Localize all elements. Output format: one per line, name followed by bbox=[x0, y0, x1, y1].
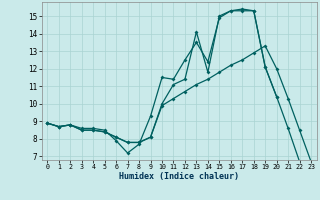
X-axis label: Humidex (Indice chaleur): Humidex (Indice chaleur) bbox=[119, 172, 239, 181]
